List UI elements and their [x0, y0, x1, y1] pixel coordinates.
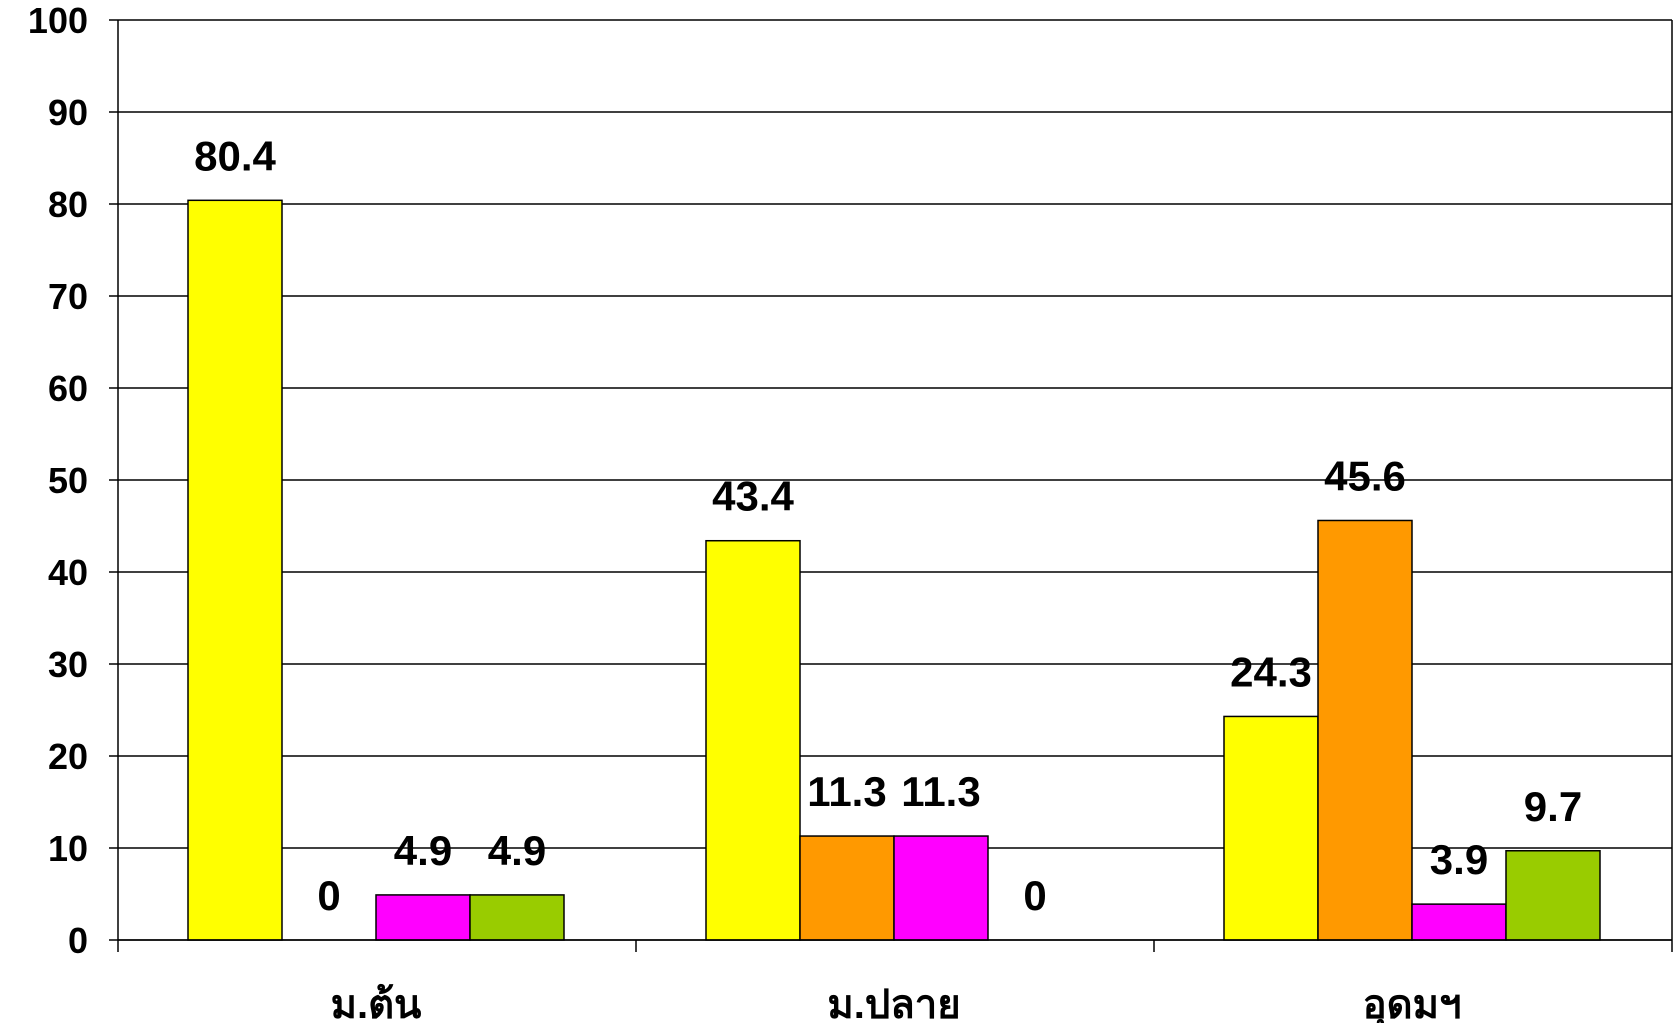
bar — [799, 835, 895, 941]
data-labels: 80.4 43.4 24.3 0 11.3 45.6 4.9 11.3 3.9 4.9 0 9.7 — [194, 132, 1582, 919]
axes: 0 10 20 30 40 50 60 70 80 90 100 ม.ต้น ม.ปลาย อุดมฯ — [28, 0, 1673, 1023]
data-label: 24.3 — [1230, 648, 1312, 695]
y-tick-label: 50 — [48, 460, 88, 501]
bar — [1317, 519, 1413, 941]
data-label: 11.3 — [901, 768, 980, 815]
bar — [1223, 715, 1319, 941]
bar — [375, 894, 471, 941]
data-label: 0 — [317, 872, 340, 919]
data-label: 3.9 — [1430, 836, 1488, 883]
data-label: 45.6 — [1324, 452, 1406, 499]
bar — [1411, 903, 1507, 941]
gridlines — [118, 19, 1672, 941]
y-tick-label: 60 — [48, 368, 88, 409]
data-label: 4.9 — [488, 827, 546, 874]
data-label: 9.7 — [1524, 783, 1582, 830]
bar — [187, 199, 283, 941]
y-tick-label: 70 — [48, 276, 88, 317]
bar — [1505, 850, 1601, 941]
data-label: 11.3 — [807, 768, 886, 815]
data-label: 80.4 — [194, 132, 276, 179]
category-label: ม.ปลาย — [827, 983, 960, 1023]
data-label: 0 — [1023, 872, 1046, 919]
y-tick-label: 90 — [48, 92, 88, 133]
y-tick-label: 100 — [28, 0, 88, 41]
data-label: 4.9 — [394, 827, 452, 874]
y-tick-label: 40 — [48, 552, 88, 593]
y-tick-label: 0 — [68, 920, 88, 961]
y-tick-label: 20 — [48, 736, 88, 777]
y-tick-label: 10 — [48, 828, 88, 869]
bar — [893, 835, 989, 941]
category-label: ม.ต้น — [331, 983, 422, 1023]
y-tick-label: 80 — [48, 184, 88, 225]
bar — [705, 539, 801, 941]
bar — [469, 894, 565, 941]
bars — [187, 199, 1601, 941]
category-label: อุดมฯ — [1363, 983, 1462, 1023]
y-tick-label: 30 — [48, 644, 88, 685]
data-label: 43.4 — [712, 473, 794, 520]
